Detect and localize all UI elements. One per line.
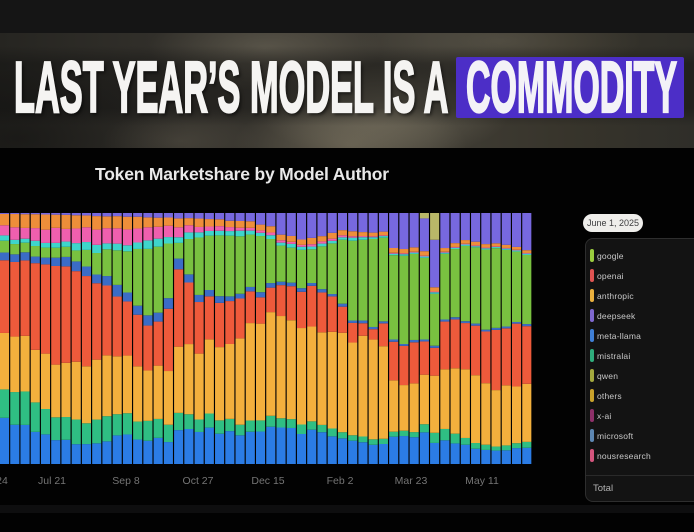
svg-text:Oct 27: Oct 27 [183, 475, 214, 487]
svg-text:24: 24 [0, 475, 8, 487]
svg-text:Sep 8: Sep 8 [112, 475, 140, 487]
svg-text:Mar 23: Mar 23 [395, 475, 428, 487]
svg-text:Feb 2: Feb 2 [327, 475, 354, 487]
svg-text:May 11: May 11 [465, 475, 499, 487]
svg-text:Jul 21: Jul 21 [38, 475, 66, 487]
svg-text:Dec 15: Dec 15 [251, 475, 284, 487]
